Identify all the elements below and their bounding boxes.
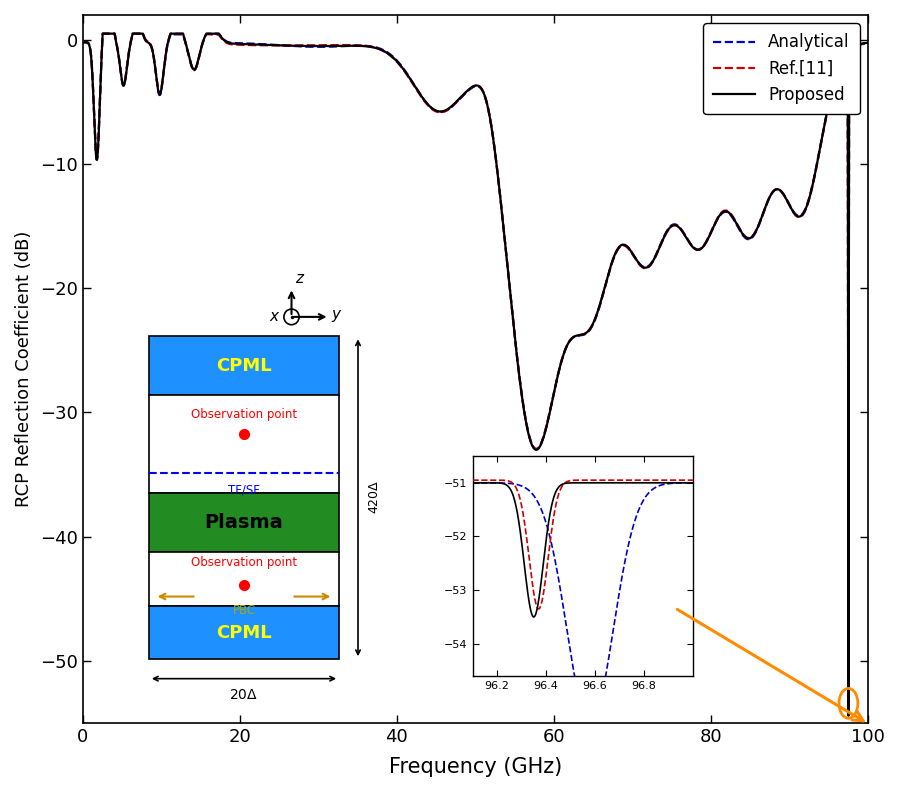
Analytical — [843, 711, 854, 721]
Ref.[11] — [462, 86, 472, 96]
Proposed — [97, 29, 108, 38]
Ref.[11] — [821, 110, 832, 120]
Ref.[11] — [231, 40, 242, 50]
Line: Ref.[11]: Ref.[11] — [83, 34, 868, 716]
Text: CPML: CPML — [216, 624, 272, 642]
Ref.[11] — [110, 32, 121, 42]
Bar — [149, 337, 339, 395]
Proposed — [81, 38, 92, 47]
Analytical — [81, 37, 92, 46]
Legend: Analytical, Ref.[11], Proposed: Analytical, Ref.[11], Proposed — [703, 23, 859, 114]
Text: 420$\Delta$: 420$\Delta$ — [367, 480, 381, 514]
Ref.[11] — [124, 42, 135, 51]
Proposed — [863, 38, 874, 47]
Analytical — [231, 38, 242, 48]
Text: Plasma: Plasma — [204, 513, 284, 532]
Text: z: z — [295, 270, 303, 286]
Proposed — [821, 110, 832, 119]
Bar — [149, 493, 339, 551]
Ref.[11] — [77, 38, 88, 47]
Text: PBC: PBC — [232, 604, 256, 618]
Proposed — [77, 38, 88, 47]
Analytical — [97, 29, 108, 38]
Bar — [149, 395, 339, 493]
Text: x: x — [269, 310, 278, 324]
Ref.[11] — [81, 38, 92, 47]
Analytical — [124, 42, 135, 52]
Y-axis label: RCP Reflection Coefficient (dB): RCP Reflection Coefficient (dB) — [15, 231, 33, 507]
X-axis label: Frequency (GHz): Frequency (GHz) — [389, 757, 562, 777]
Text: 20$\Delta$: 20$\Delta$ — [230, 689, 258, 702]
Ref.[11] — [863, 38, 874, 48]
Line: Proposed: Proposed — [83, 34, 868, 716]
Analytical — [821, 110, 832, 119]
Proposed — [110, 33, 121, 42]
Bar — [149, 606, 339, 659]
Text: Observation point: Observation point — [191, 556, 297, 569]
Proposed — [843, 711, 854, 721]
Text: Observation point: Observation point — [191, 407, 297, 421]
Analytical — [110, 32, 121, 42]
Text: CPML: CPML — [216, 357, 272, 374]
Analytical — [77, 37, 88, 46]
Bar — [149, 551, 339, 606]
Proposed — [231, 39, 242, 49]
Ref.[11] — [97, 29, 108, 38]
Ref.[11] — [843, 711, 854, 721]
Text: TF/SF: TF/SF — [228, 483, 260, 496]
Proposed — [124, 42, 135, 52]
Line: Analytical: Analytical — [83, 34, 868, 716]
Proposed — [462, 86, 472, 96]
Analytical — [863, 38, 874, 48]
Text: y: y — [331, 307, 340, 322]
Analytical — [462, 87, 472, 97]
